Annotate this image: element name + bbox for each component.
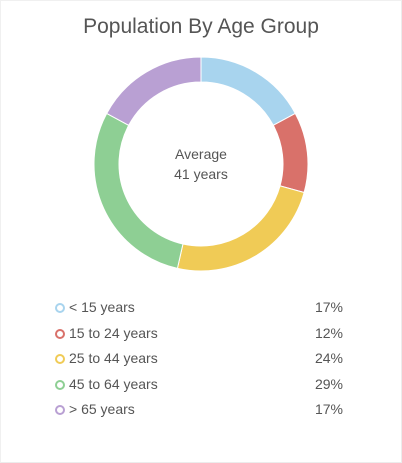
legend-marker-icon — [55, 405, 65, 415]
donut-slice-under-15[interactable] — [200, 56, 296, 126]
legend-label: 25 to 44 years — [69, 350, 158, 366]
legend-item-45-to-64[interactable]: 45 to 64 years 29% — [54, 375, 354, 401]
legend-item-15-to-24[interactable]: 15 to 24 years 12% — [54, 324, 354, 350]
legend-item-under-15[interactable]: < 15 years 17% — [54, 298, 354, 324]
legend-label: 15 to 24 years — [69, 324, 158, 341]
legend-value: 24% — [314, 350, 343, 366]
chart-title: Population By Age Group — [83, 15, 319, 38]
legend-value: 29% — [314, 375, 343, 392]
legend: < 15 years 17% 15 to 24 years 12% 25 to … — [54, 298, 354, 426]
legend-label: 45 to 64 years — [69, 375, 158, 392]
legend-value: 17% — [314, 299, 343, 315]
legend-marker-icon — [55, 379, 65, 390]
legend-label: < 15 years — [69, 299, 135, 315]
donut-slice-15-to-24[interactable] — [272, 112, 309, 194]
donut-center-label: Average 41 years — [141, 144, 261, 184]
legend-value: 12% — [314, 324, 343, 341]
center-label-line1: Average — [175, 146, 227, 162]
legend-item-25-to-44[interactable]: 25 to 44 years 24% — [54, 349, 354, 375]
donut-slice-25-to-44[interactable] — [176, 185, 305, 272]
legend-marker-icon — [55, 354, 65, 364]
legend-item-over-65[interactable]: > 65 years 17% — [54, 400, 354, 426]
legend-marker-icon — [55, 328, 65, 339]
legend-marker-icon — [55, 303, 65, 313]
donut-chart — [93, 56, 309, 272]
legend-value: 17% — [314, 401, 343, 417]
legend-label: > 65 years — [69, 401, 135, 417]
center-label-line2: 41 years — [174, 166, 228, 182]
donut-slice-45-to-64[interactable] — [93, 112, 184, 269]
donut-slice-over-65[interactable] — [106, 56, 202, 126]
